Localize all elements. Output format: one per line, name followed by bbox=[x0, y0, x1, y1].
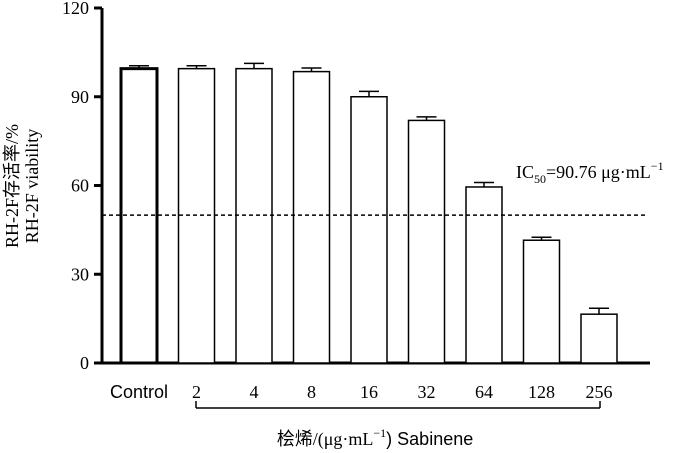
error-bars bbox=[129, 62, 609, 315]
category-label: 128 bbox=[528, 382, 555, 402]
bar bbox=[465, 186, 503, 364]
y-axis-title-line2: RH-2F viability bbox=[22, 129, 42, 244]
y-ticks: 0 30 60 90 120 bbox=[62, 0, 102, 373]
y-tick-label: 120 bbox=[62, 0, 89, 18]
bar bbox=[580, 313, 618, 364]
category-label: 4 bbox=[250, 382, 259, 402]
y-tick-label: 60 bbox=[71, 176, 89, 196]
y-axis-title-line1: RH-2F存活率/% bbox=[2, 124, 22, 248]
y-tick-label: 90 bbox=[71, 87, 89, 107]
bar bbox=[522, 239, 561, 364]
category-labels: Control 2 4 8 16 32 64 128 256 bbox=[110, 382, 613, 402]
bar bbox=[350, 96, 388, 364]
category-label: 8 bbox=[307, 382, 316, 402]
bar bbox=[292, 70, 331, 364]
x-bracket bbox=[195, 401, 601, 409]
x-axis-title: 桧烯/(μg·mL−1) Sabinene bbox=[277, 426, 474, 450]
category-label: 256 bbox=[586, 382, 613, 402]
category-label: 32 bbox=[418, 382, 436, 402]
y-tick-label: 30 bbox=[71, 264, 89, 284]
category-label: 2 bbox=[192, 382, 201, 402]
category-label: 16 bbox=[360, 382, 378, 402]
category-label: 64 bbox=[475, 382, 493, 402]
bar bbox=[407, 119, 446, 364]
y-tick-label: 0 bbox=[80, 353, 89, 373]
ic50-annotation: IC50=90.76 μg·mL−1 bbox=[516, 159, 664, 186]
category-label: Control bbox=[110, 382, 168, 402]
